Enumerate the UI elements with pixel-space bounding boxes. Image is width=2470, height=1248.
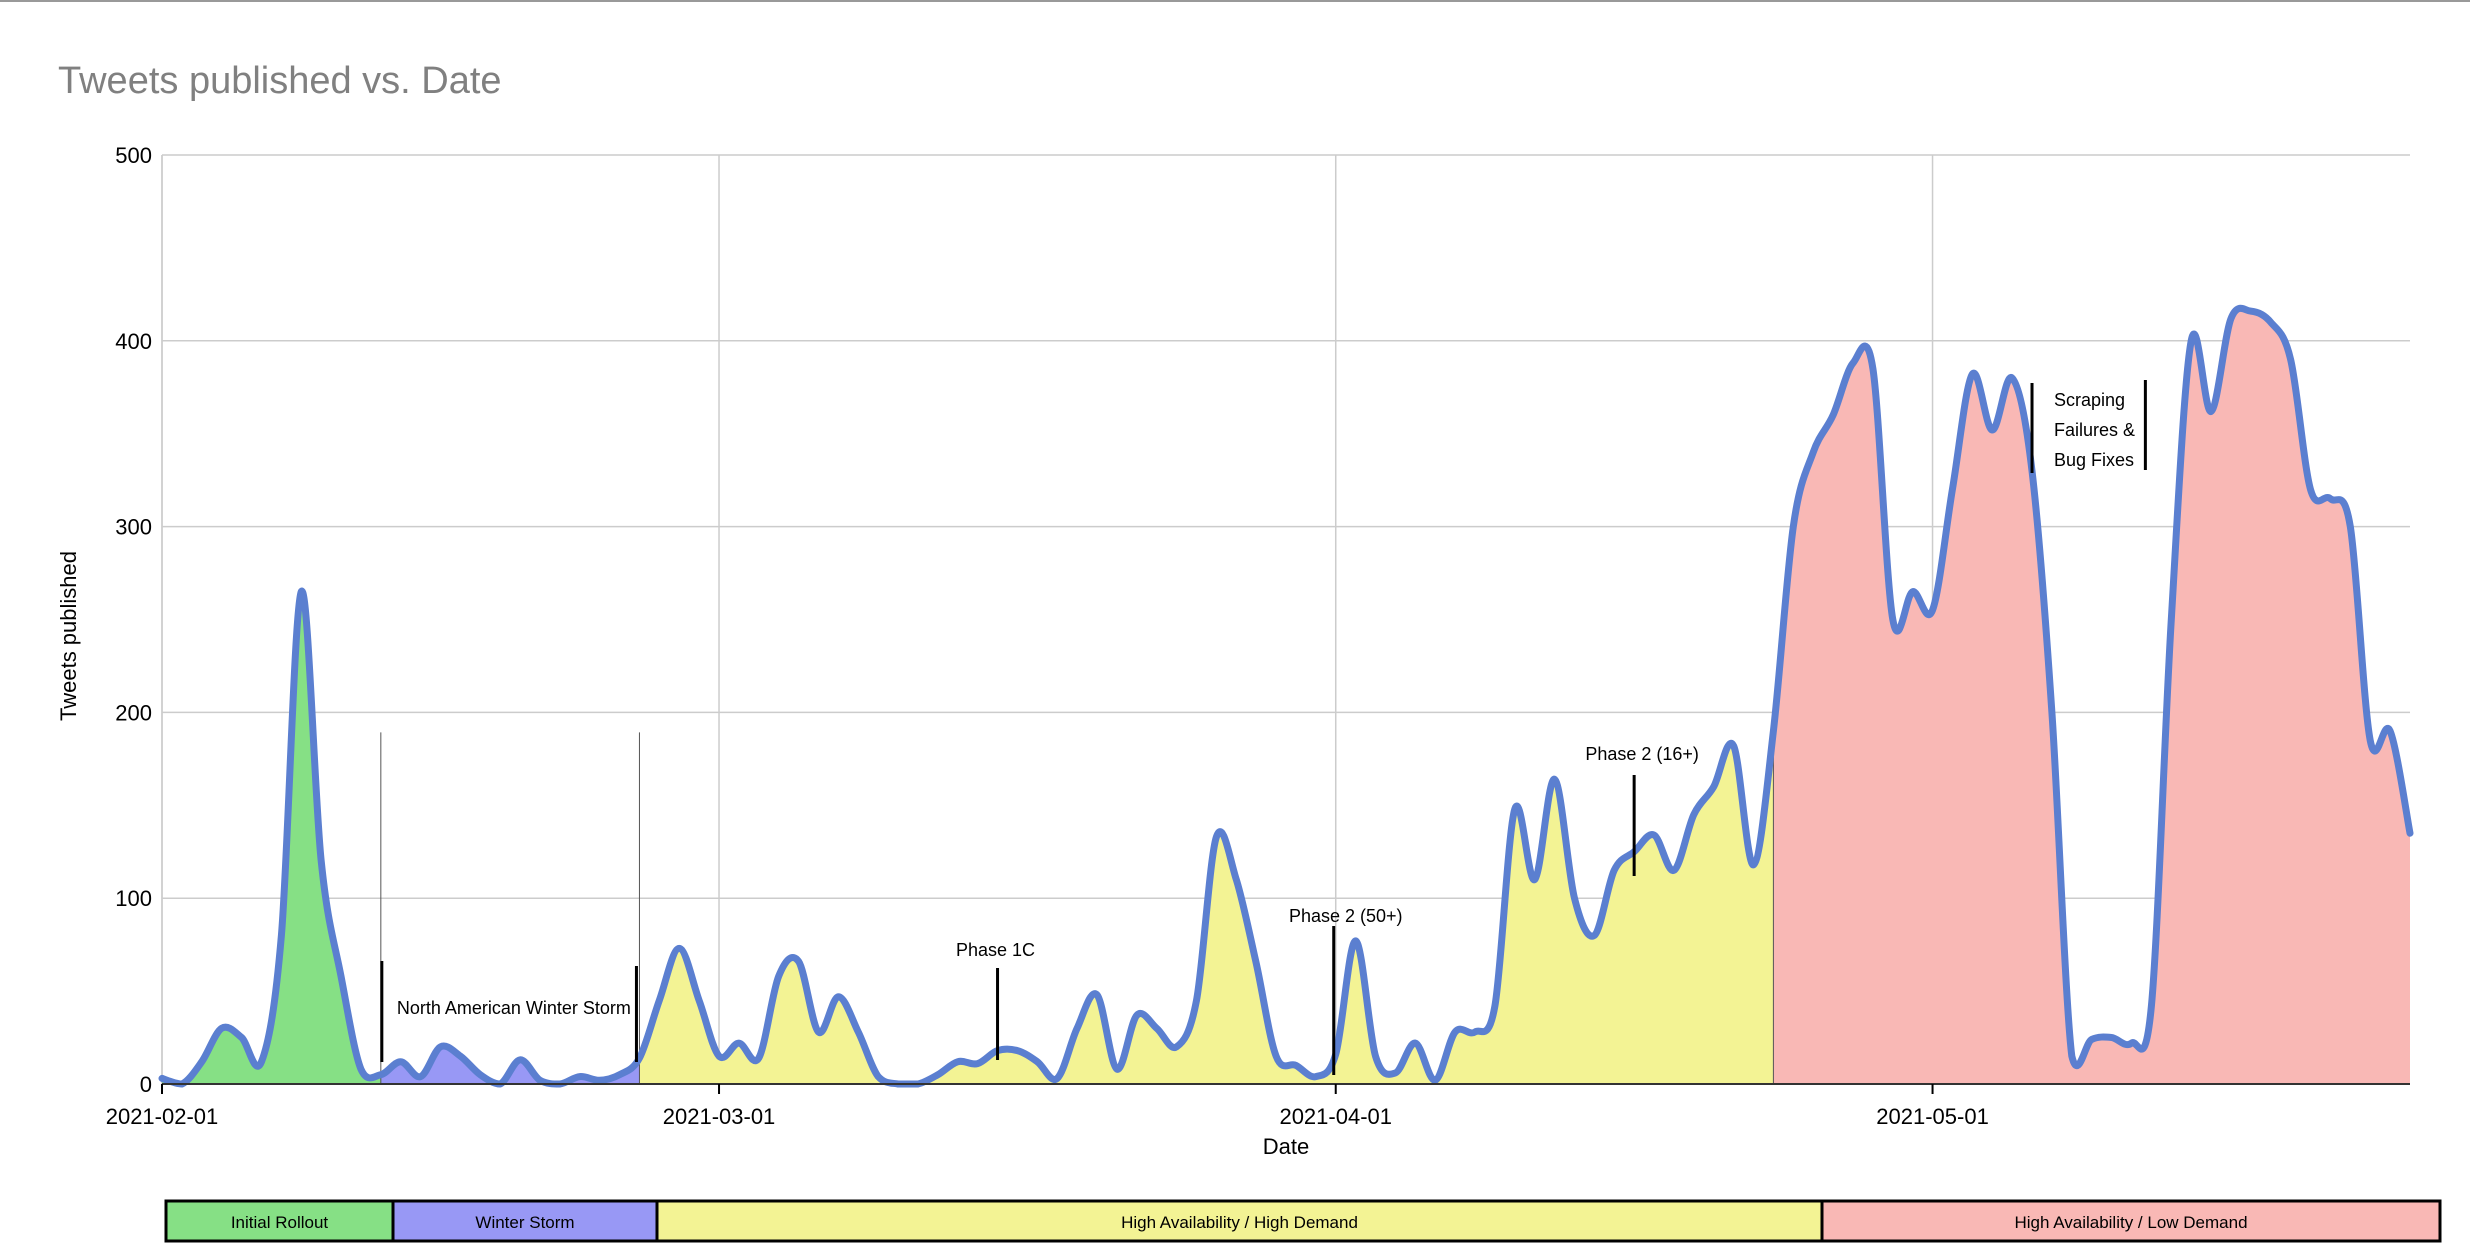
phase-area	[639, 731, 1774, 1084]
y-axis-ticks: 0 100 200 300 400 500	[115, 143, 152, 1097]
annotation-winter-storm: North American Winter Storm	[397, 998, 631, 1018]
chart-title: Tweets published vs. Date	[58, 60, 502, 102]
y-tick-label: 500	[115, 143, 152, 168]
top-border	[0, 0, 2470, 2]
y-tick-label: 0	[140, 1072, 152, 1097]
grid	[161, 154, 2410, 1085]
annotation-scraping-line: Failures &	[2054, 420, 2135, 440]
y-tick-label: 100	[115, 886, 152, 911]
phase-area	[380, 1046, 640, 1084]
series-line	[158, 304, 2414, 1088]
x-tick-label: 2021-05-01	[1876, 1104, 1989, 1129]
y-tick-label: 200	[115, 700, 152, 725]
series-line-path	[158, 304, 2414, 1088]
phase-area	[1773, 308, 2410, 1084]
phase-legend-segment	[391, 1199, 659, 1243]
annotation-scraping-line: Bug Fixes	[2054, 450, 2134, 470]
y-axis-label: Tweets published	[56, 551, 81, 721]
x-axis-ticks: 2021-02-01 2021-03-01 2021-04-01 2021-05-01	[106, 1084, 1989, 1129]
annotation-phase-1c: Phase 1C	[956, 940, 1035, 960]
phase-legend-label: High Availability / High Demand	[1121, 1213, 1358, 1232]
phase-legend: Initial Rollout Winter Storm High Availabi…	[164, 1199, 2442, 1243]
phase-legend-segment	[655, 1199, 1824, 1243]
x-tick-label: 2021-03-01	[663, 1104, 776, 1129]
x-axis-label: Date	[1263, 1134, 1309, 1159]
annotation-phase-2-16: Phase 2 (16+)	[1585, 744, 1699, 764]
annotations: North American Winter Storm Phase 1C Phase…	[380, 380, 2147, 1075]
y-tick-label: 300	[115, 515, 152, 540]
x-tick-label: 2021-02-01	[106, 1104, 219, 1129]
phase-legend-segment	[164, 1199, 395, 1243]
annotation-scraping-line: Scraping	[2054, 390, 2125, 410]
phase-legend-label: Initial Rollout	[231, 1213, 329, 1232]
x-tick-label: 2021-04-01	[1279, 1104, 1392, 1129]
phase-area	[162, 591, 381, 1084]
phase-legend-label: Winter Storm	[475, 1213, 574, 1232]
phase-legend-label: High Availability / Low Demand	[2014, 1213, 2247, 1232]
y-tick-label: 400	[115, 329, 152, 354]
annotation-phase-2-50: Phase 2 (50+)	[1289, 906, 1403, 926]
phase-legend-segment	[1820, 1199, 2442, 1243]
